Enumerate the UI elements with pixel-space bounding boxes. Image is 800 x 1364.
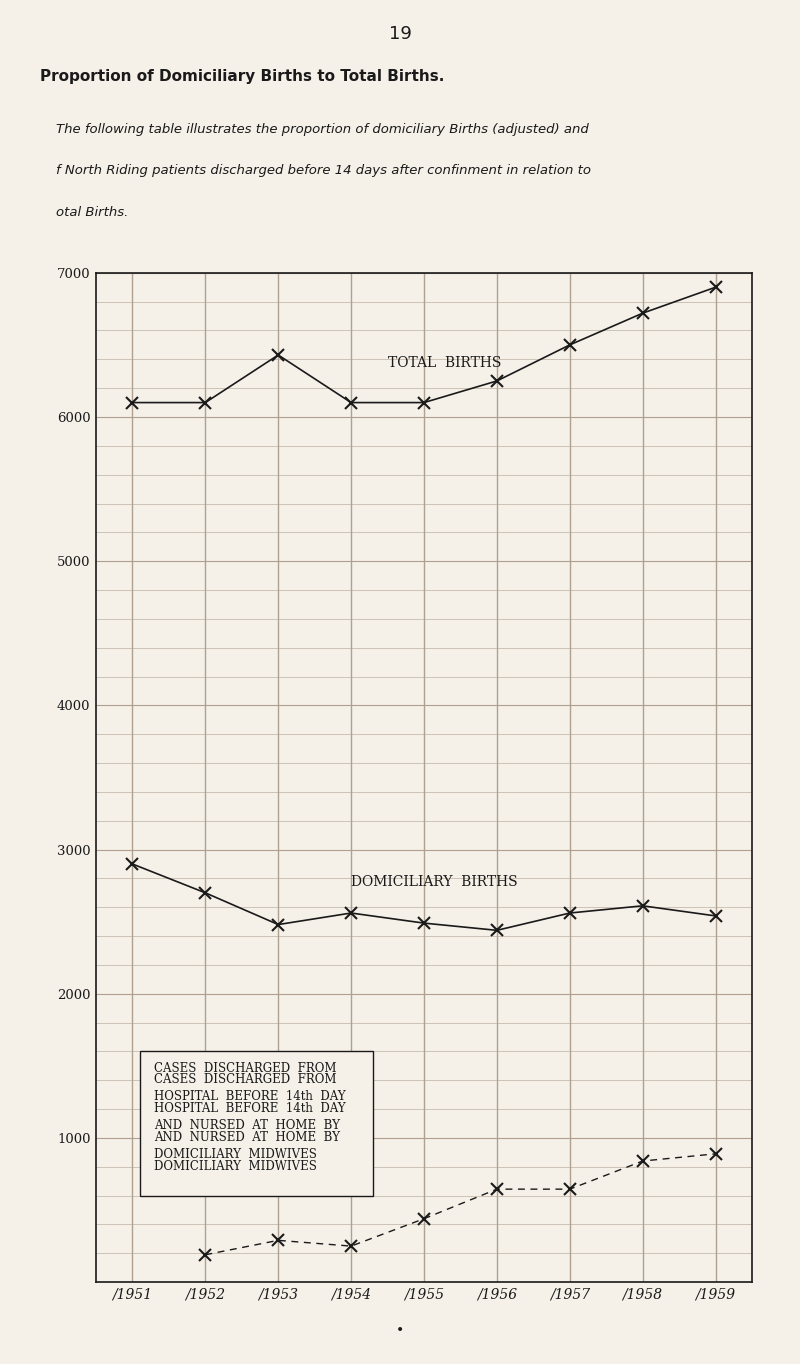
Text: CASES  DISCHARGED  FROM: CASES DISCHARGED FROM: [154, 1061, 337, 1075]
Text: otal Births.: otal Births.: [56, 206, 128, 220]
Text: DOMICILIARY  MIDWIVES: DOMICILIARY MIDWIVES: [154, 1159, 317, 1173]
Text: Proportion of Domiciliary Births to Total Births.: Proportion of Domiciliary Births to Tota…: [40, 68, 444, 83]
Text: •: •: [396, 1323, 404, 1337]
Text: CASES  DISCHARGED  FROM: CASES DISCHARGED FROM: [154, 1073, 337, 1086]
Text: HOSPITAL  BEFORE  14th  DAY: HOSPITAL BEFORE 14th DAY: [154, 1102, 346, 1114]
Text: f North Riding patients discharged before 14 days after confinment in relation t: f North Riding patients discharged befor…: [56, 165, 591, 177]
Text: AND  NURSED  AT  HOME  BY: AND NURSED AT HOME BY: [154, 1131, 340, 1144]
Text: DOMICILIARY  MIDWIVES: DOMICILIARY MIDWIVES: [154, 1148, 317, 1161]
Text: DOMICILIARY  BIRTHS: DOMICILIARY BIRTHS: [351, 874, 518, 888]
Text: 19: 19: [389, 25, 411, 42]
Text: HOSPITAL  BEFORE  14th  DAY: HOSPITAL BEFORE 14th DAY: [154, 1090, 346, 1103]
Text: TOTAL  BIRTHS: TOTAL BIRTHS: [387, 356, 501, 370]
Text: AND  NURSED  AT  HOME  BY: AND NURSED AT HOME BY: [154, 1120, 340, 1132]
Text: The following table illustrates the proportion of domiciliary Births (adjusted) : The following table illustrates the prop…: [56, 123, 589, 136]
FancyBboxPatch shape: [140, 1052, 373, 1196]
